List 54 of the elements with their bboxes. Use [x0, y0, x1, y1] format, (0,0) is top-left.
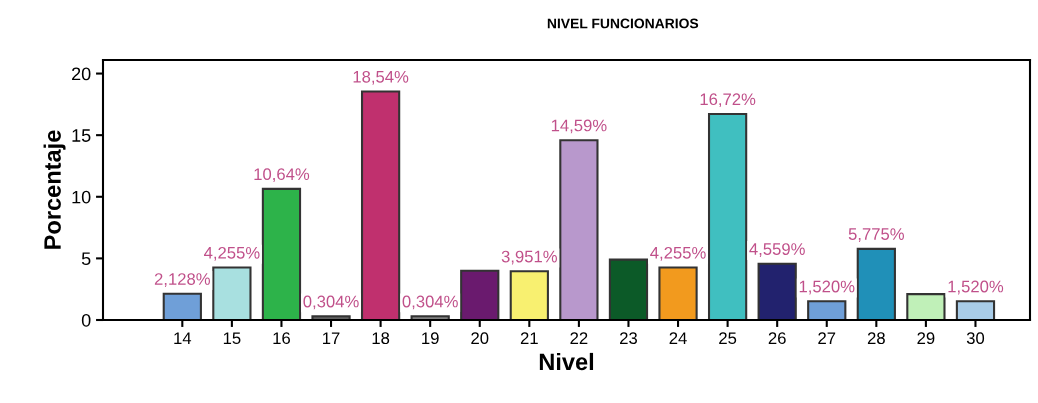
data-label: 0,304%	[303, 295, 359, 310]
data-label: 3,951%	[501, 250, 557, 265]
x-tick-label: 20	[471, 332, 489, 345]
data-label: 4,559%	[749, 243, 805, 257]
bar	[856, 247, 896, 320]
data-label: 4,255%	[650, 246, 706, 261]
bar	[906, 293, 946, 320]
data-label: 1,520%	[799, 280, 855, 295]
bar	[559, 139, 599, 320]
x-tick-label: 17	[323, 332, 340, 344]
bar	[757, 262, 797, 320]
bar	[608, 258, 649, 320]
x-tick-label: 16	[273, 332, 290, 345]
bar	[509, 270, 549, 320]
data-label: 10,64%	[254, 168, 310, 183]
data-label: 16,72%	[700, 93, 756, 108]
x-tick-label: 28	[867, 332, 885, 345]
data-label: 14,59%	[551, 119, 607, 134]
bar	[162, 292, 202, 320]
bar	[360, 90, 401, 320]
x-tick-label: 25	[719, 332, 737, 345]
y-tick-label: 15	[72, 129, 91, 142]
x-tick-label: 27	[818, 332, 836, 344]
x-tick-label: 22	[570, 332, 588, 344]
y-axis-title: Porcentaje	[43, 130, 66, 249]
x-tick-label: 26	[768, 332, 786, 345]
data-label: 18,54%	[353, 70, 409, 85]
x-axis-title: Nivel	[539, 352, 594, 371]
x-tick-label: 21	[520, 332, 538, 344]
bar	[955, 300, 996, 320]
bar	[658, 266, 698, 320]
y-tick-label: 20	[72, 67, 91, 81]
bar	[707, 112, 748, 320]
chart-title: NIVEL FUNCIONARIOS	[547, 18, 699, 29]
x-tick-label: 19	[422, 332, 439, 345]
bar	[807, 300, 847, 320]
data-label: 5,775%	[848, 228, 904, 242]
bar	[212, 266, 252, 320]
y-tick-label: 10	[72, 190, 91, 204]
y-tick-label: 0	[81, 313, 91, 327]
data-label: 1,520%	[948, 280, 1004, 295]
bar	[261, 187, 302, 320]
x-tick-label: 23	[620, 332, 637, 345]
data-label: 2,128%	[154, 273, 210, 287]
x-tick-label: 14	[174, 332, 192, 344]
x-tick-label: 30	[966, 332, 985, 345]
data-label: 4,255%	[204, 246, 260, 261]
data-label: 0,304%	[402, 295, 458, 310]
x-tick-label: 24	[669, 332, 687, 344]
x-tick-label: 18	[372, 332, 390, 345]
y-tick-label: 5	[81, 252, 91, 266]
bar	[460, 269, 500, 320]
x-tick-label: 29	[917, 332, 935, 345]
x-tick-label: 15	[223, 332, 241, 345]
